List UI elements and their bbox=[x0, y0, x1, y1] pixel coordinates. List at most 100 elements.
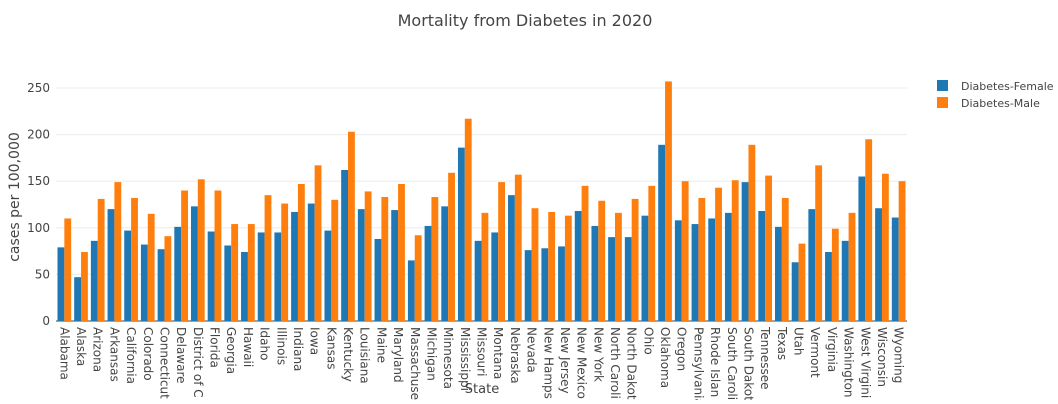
bar-male[interactable] bbox=[481, 212, 489, 321]
bar-male[interactable] bbox=[648, 185, 656, 321]
legend[interactable]: Diabetes-Female Diabetes-Male bbox=[937, 80, 1054, 110]
bar-female[interactable] bbox=[341, 169, 349, 321]
bar-female[interactable] bbox=[374, 238, 382, 321]
bar-female[interactable] bbox=[558, 246, 565, 321]
bar-female[interactable] bbox=[74, 277, 82, 321]
bar-female[interactable] bbox=[708, 218, 716, 321]
bar-male[interactable] bbox=[681, 181, 689, 321]
legend-label-female[interactable]: Diabetes-Female bbox=[961, 80, 1054, 93]
bar-female[interactable] bbox=[407, 260, 415, 321]
bar-female[interactable] bbox=[724, 212, 732, 321]
bar-female[interactable] bbox=[891, 217, 899, 321]
bar-male[interactable] bbox=[581, 185, 589, 321]
bar-female[interactable] bbox=[791, 262, 799, 321]
bar-male[interactable] bbox=[214, 190, 222, 322]
bar-female[interactable] bbox=[741, 182, 749, 321]
bar-female[interactable] bbox=[257, 232, 265, 321]
bar-male[interactable] bbox=[514, 174, 522, 321]
bar-male[interactable] bbox=[448, 172, 455, 321]
bar-male[interactable] bbox=[614, 212, 622, 321]
bar-male[interactable] bbox=[848, 212, 856, 321]
bar-female[interactable] bbox=[758, 211, 766, 321]
bar-male[interactable] bbox=[598, 200, 606, 321]
bar-female[interactable] bbox=[591, 225, 599, 321]
bar-female[interactable] bbox=[224, 245, 232, 322]
bar-female[interactable] bbox=[608, 237, 615, 321]
bar-male[interactable] bbox=[831, 228, 839, 321]
bar-male[interactable] bbox=[264, 195, 272, 321]
bar-female[interactable] bbox=[190, 206, 198, 321]
bar-male[interactable] bbox=[247, 224, 255, 321]
bar-male[interactable] bbox=[665, 81, 672, 321]
legend-swatch-female[interactable] bbox=[937, 80, 948, 91]
bar-male[interactable] bbox=[147, 213, 155, 321]
bar-female[interactable] bbox=[207, 231, 215, 321]
bar-male[interactable] bbox=[698, 197, 706, 321]
bar-male[interactable] bbox=[381, 197, 389, 321]
bar-male[interactable] bbox=[364, 191, 372, 321]
bar-male[interactable] bbox=[281, 203, 289, 321]
bar-female[interactable] bbox=[574, 211, 582, 321]
bar-male[interactable] bbox=[865, 139, 873, 321]
bar-male[interactable] bbox=[898, 181, 906, 321]
bar-male[interactable] bbox=[64, 218, 72, 321]
bar-female[interactable] bbox=[691, 224, 699, 321]
bar-female[interactable] bbox=[90, 240, 98, 321]
bar-male[interactable] bbox=[781, 197, 789, 321]
bar-female[interactable] bbox=[658, 144, 666, 321]
bar-female[interactable] bbox=[457, 147, 465, 321]
bar-female[interactable] bbox=[391, 210, 399, 321]
bar-male[interactable] bbox=[231, 224, 239, 321]
legend-swatch-male[interactable] bbox=[937, 97, 948, 108]
bar-male[interactable] bbox=[548, 211, 556, 321]
bar-male[interactable] bbox=[765, 175, 773, 321]
bar-female[interactable] bbox=[307, 203, 315, 321]
bar-male[interactable] bbox=[348, 131, 355, 321]
bar-male[interactable] bbox=[564, 215, 572, 321]
bar-male[interactable] bbox=[431, 197, 439, 321]
bar-female[interactable] bbox=[624, 237, 632, 321]
bar-female[interactable] bbox=[241, 252, 248, 321]
legend-label-male[interactable]: Diabetes-Male bbox=[961, 97, 1040, 110]
bar-female[interactable] bbox=[441, 206, 449, 321]
bar-male[interactable] bbox=[715, 187, 722, 321]
bar-female[interactable] bbox=[775, 226, 782, 321]
bar-male[interactable] bbox=[748, 144, 756, 321]
bar-male[interactable] bbox=[881, 173, 889, 321]
bar-male[interactable] bbox=[464, 118, 472, 321]
bar-female[interactable] bbox=[274, 232, 282, 321]
bar-male[interactable] bbox=[414, 235, 422, 321]
bar-male[interactable] bbox=[815, 165, 823, 321]
bar-male[interactable] bbox=[631, 198, 639, 321]
bar-female[interactable] bbox=[174, 226, 182, 321]
bar-male[interactable] bbox=[164, 236, 172, 321]
bar-female[interactable] bbox=[140, 244, 148, 321]
bar-female[interactable] bbox=[124, 230, 132, 321]
bar-female[interactable] bbox=[357, 209, 365, 321]
bar-female[interactable] bbox=[491, 232, 499, 321]
bar-female[interactable] bbox=[858, 176, 866, 321]
bar-female[interactable] bbox=[424, 225, 432, 321]
bar-female[interactable] bbox=[324, 230, 332, 321]
bar-female[interactable] bbox=[474, 240, 482, 321]
bar-female[interactable] bbox=[541, 248, 549, 321]
bar-female[interactable] bbox=[641, 215, 649, 321]
bar-male[interactable] bbox=[531, 208, 539, 321]
bar-male[interactable] bbox=[97, 198, 105, 321]
bar-female[interactable] bbox=[825, 252, 832, 321]
bar-male[interactable] bbox=[81, 252, 88, 321]
bar-female[interactable] bbox=[674, 220, 682, 321]
bar-female[interactable] bbox=[157, 249, 165, 321]
bar-male[interactable] bbox=[131, 197, 138, 321]
bar-male[interactable] bbox=[114, 182, 122, 321]
bar-male[interactable] bbox=[314, 165, 322, 321]
bar-female[interactable] bbox=[291, 211, 298, 321]
bar-male[interactable] bbox=[197, 179, 205, 321]
bar-female[interactable] bbox=[57, 247, 65, 321]
bar-female[interactable] bbox=[808, 209, 816, 321]
bar-female[interactable] bbox=[841, 240, 849, 321]
bar-male[interactable] bbox=[498, 182, 506, 321]
bar-male[interactable] bbox=[181, 190, 188, 322]
bar-female[interactable] bbox=[508, 195, 515, 321]
bar-female[interactable] bbox=[107, 209, 115, 321]
